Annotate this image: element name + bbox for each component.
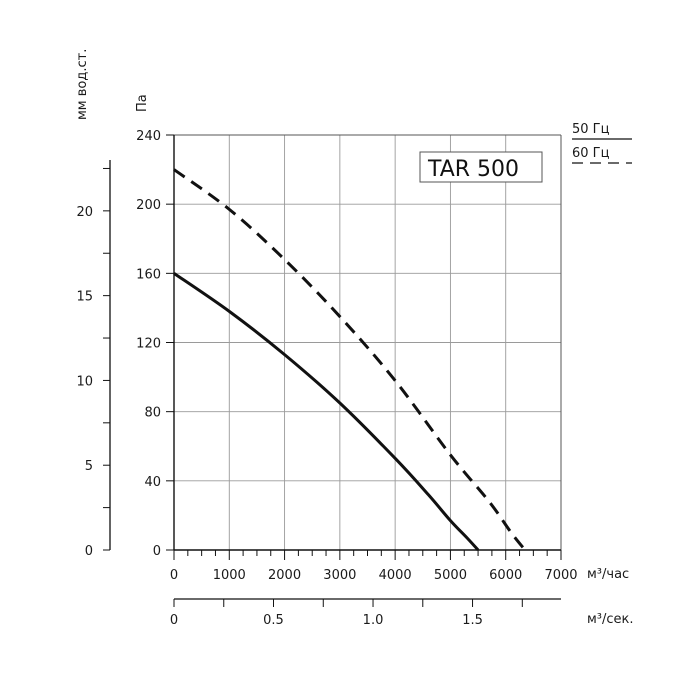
y-tick-label: 120 xyxy=(136,337,161,352)
series-line-50hz xyxy=(173,272,480,552)
x2-tick-labels: 0 0.5 1.0 1.5 xyxy=(170,613,483,628)
model-label-box xyxy=(419,151,543,183)
x2-tick-label: 1.5 xyxy=(462,613,483,628)
y2-tick-label: 15 xyxy=(76,290,93,305)
y-tick-label: 80 xyxy=(144,406,161,421)
x-tick-label: 6000 xyxy=(489,568,522,583)
y2-tick-label: 0 xyxy=(85,544,93,559)
y-tick-label: 240 xyxy=(136,129,161,144)
x-tick-label: 5000 xyxy=(434,568,467,583)
x-tick-labels: 0 1000 2000 3000 4000 5000 6000 7000 xyxy=(170,568,578,583)
y2-tick-label: 5 xyxy=(85,459,93,474)
legend-label-50hz: 50 Гц xyxy=(572,122,610,137)
y-tick-labels: 0 40 80 120 160 200 240 xyxy=(136,129,161,559)
x2-tick-label: 1.0 xyxy=(363,613,384,628)
x-tick-label: 2000 xyxy=(268,568,301,583)
series-line-60hz xyxy=(173,168,527,551)
x-tick-label: 0 xyxy=(170,568,178,583)
y2-tick-label: 10 xyxy=(76,374,93,389)
x-tick-label: 7000 xyxy=(544,568,577,583)
x-tick-label: 3000 xyxy=(323,568,356,583)
x2-tick-label: 0 xyxy=(170,613,178,628)
y-tick-label: 160 xyxy=(136,267,161,282)
model-label: TAR 500 xyxy=(427,157,519,182)
y2-unit-label: мм вод.ст. xyxy=(75,49,90,120)
chart-axes xyxy=(103,134,562,607)
y-tick-label: 40 xyxy=(144,475,161,490)
legend-label-60hz: 60 Гц xyxy=(572,146,610,161)
y2-tick-label: 20 xyxy=(76,205,93,220)
series-layer xyxy=(173,168,527,552)
x-tick-label: 4000 xyxy=(379,568,412,583)
x2-tick-label: 0.5 xyxy=(263,613,284,628)
y-tick-label: 0 xyxy=(153,544,161,559)
x-tick-label: 1000 xyxy=(213,568,246,583)
legend: 50 Гц 60 Гц xyxy=(572,122,632,164)
y-tick-label: 200 xyxy=(136,198,161,213)
y-unit-label: Па xyxy=(135,94,150,112)
x-unit-label: м³/час xyxy=(587,567,629,582)
x2-unit-label: м³/сек. xyxy=(587,612,634,627)
chart-grid xyxy=(174,134,562,550)
y2-tick-labels: 0 5 10 15 20 xyxy=(76,205,93,559)
